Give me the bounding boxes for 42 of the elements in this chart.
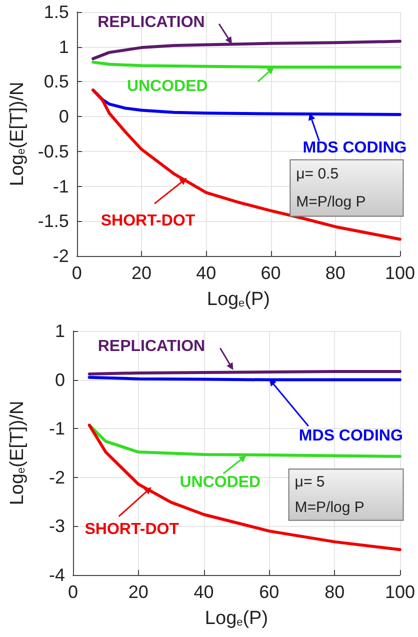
x-tick-label: 100 [384, 263, 416, 283]
series-label: REPLICATION [98, 14, 205, 31]
legend-label: SHORT-DOT [84, 521, 180, 538]
y-tick-label: 0.5 [44, 72, 69, 92]
y-tick-label: 0 [54, 370, 65, 390]
x-tick-label: 60 [260, 263, 281, 283]
x-tick-label: 20 [128, 582, 148, 602]
legend-label: MDS CODING [302, 139, 407, 156]
y-tick-label: -0.5 [38, 141, 69, 162]
line-series [92, 40, 402, 60]
y-tick-label: -2 [52, 246, 69, 266]
y-axis-title: Loge(E[T])/N [7, 400, 28, 506]
x-tick-label: 20 [132, 263, 152, 283]
y-tick-label: -3 [48, 516, 65, 536]
x-axis-title: Loge(P) [204, 608, 268, 629]
annotation: M=P/log P [294, 499, 364, 516]
y-tick-label: 1 [54, 321, 65, 341]
y-axis-title: Loge(E[T])/N [7, 82, 28, 186]
x-tick-label: 0 [72, 263, 82, 283]
y-tick-label: -1 [52, 176, 69, 196]
y-tick-label: -4 [48, 565, 65, 585]
legend-label: UNCODED [180, 474, 261, 491]
y-tick-label: 1.5 [44, 2, 69, 22]
x-tick-label: 80 [325, 263, 346, 283]
x-tick-label: 80 [324, 582, 345, 602]
y-tick-label: -2 [48, 467, 65, 488]
x-tick-label: 100 [384, 582, 416, 602]
series-label: REPLICATION [98, 338, 206, 356]
series-label: UNCODED [126, 78, 208, 96]
y-tick-label: 0 [58, 106, 69, 127]
annotation: μ= 0.5 [296, 165, 339, 182]
y-tick-label: 1 [58, 36, 69, 57]
x-tick-label: 60 [259, 582, 280, 602]
x-axis-title: Loge(P) [206, 289, 270, 310]
y-tick-label: -1.5 [38, 211, 69, 232]
x-tick-label: 40 [196, 263, 216, 283]
x-tick-label: 40 [194, 582, 214, 602]
y-tick-label: -1 [48, 418, 65, 439]
annotation: μ= 5 [294, 473, 325, 490]
legend-label: SHORT-DOT [100, 212, 196, 230]
annotation: M=P/log P [296, 194, 366, 211]
text: MDS CODING [298, 427, 403, 444]
